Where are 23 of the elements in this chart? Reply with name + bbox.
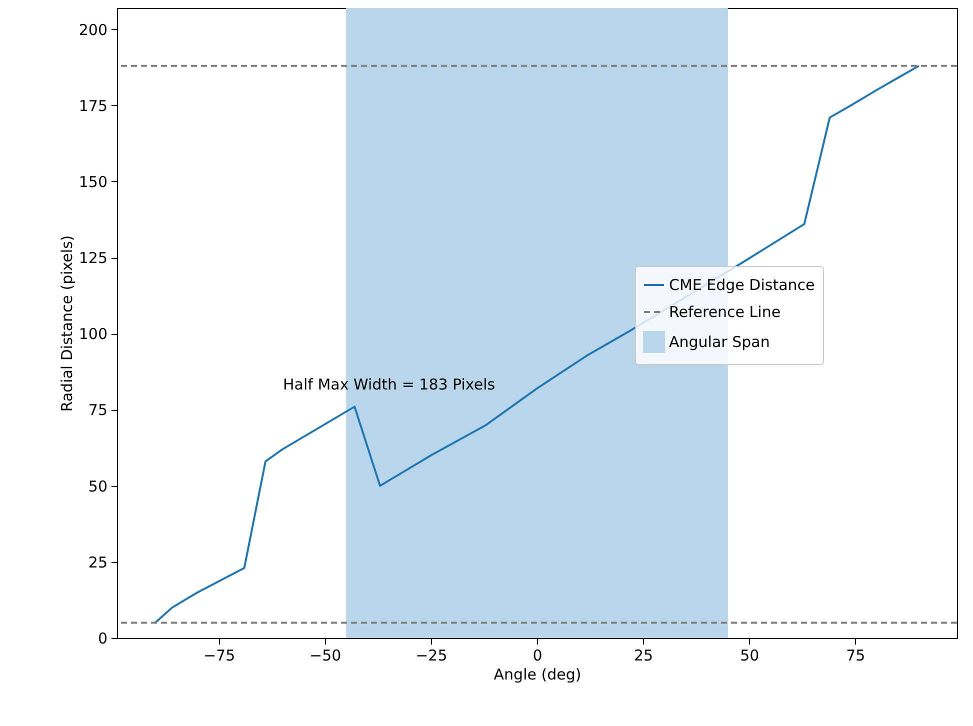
- legend-label: Reference Line: [669, 303, 781, 321]
- y-tick-label: 175: [78, 96, 108, 115]
- x-tick-label: 50: [740, 646, 760, 664]
- x-tick-label: 25: [634, 646, 654, 664]
- x-tick-label: −25: [416, 646, 448, 664]
- y-tick-label: 100: [78, 325, 108, 344]
- band-label: Angular Span: [669, 333, 770, 351]
- x-tick-label: −50: [310, 646, 342, 664]
- x-tick-label: −75: [203, 646, 236, 664]
- y-tick-label: 150: [78, 172, 108, 191]
- annotation: Half Max Width = 183 Pixels: [283, 375, 496, 394]
- y-tick-label: 25: [88, 553, 108, 572]
- x-tick-label: 75: [846, 646, 866, 664]
- x-tick-label: 0: [532, 646, 542, 664]
- legend-label: CME Edge Distance: [669, 276, 815, 294]
- y-tick-label: 0: [98, 630, 108, 648]
- y-tick-label: 125: [78, 249, 108, 268]
- line-series: [154, 64, 920, 624]
- y-tick-label: 200: [78, 20, 108, 39]
- y-tick-label: 50: [88, 477, 108, 496]
- y-tick-label: 75: [88, 401, 108, 420]
- x-axis-title: Angle (deg): [494, 666, 582, 684]
- y-axis-title: Radial Distance (pixels): [58, 235, 76, 412]
